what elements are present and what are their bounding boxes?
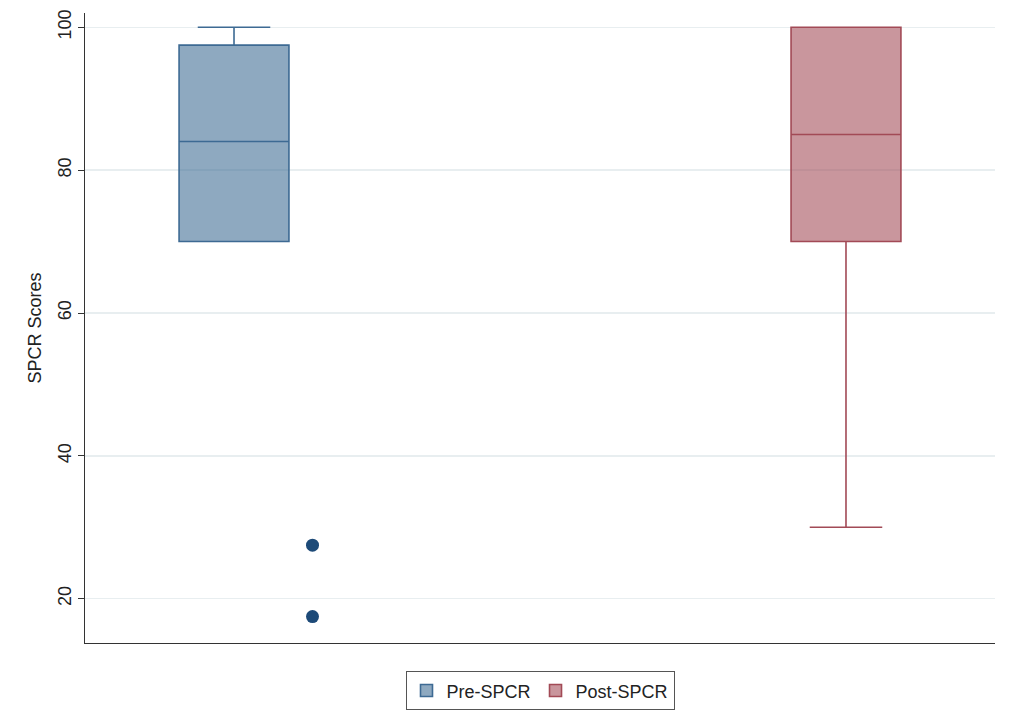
svg-text:Post-SPCR: Post-SPCR xyxy=(576,682,668,702)
svg-text:100: 100 xyxy=(55,10,75,40)
svg-text:20: 20 xyxy=(55,586,75,606)
svg-text:80: 80 xyxy=(55,157,75,177)
svg-text:Pre-SPCR: Pre-SPCR xyxy=(447,682,531,702)
svg-text:40: 40 xyxy=(55,443,75,463)
svg-text:60: 60 xyxy=(55,300,75,320)
svg-text:SPCR Scores: SPCR Scores xyxy=(25,272,45,383)
